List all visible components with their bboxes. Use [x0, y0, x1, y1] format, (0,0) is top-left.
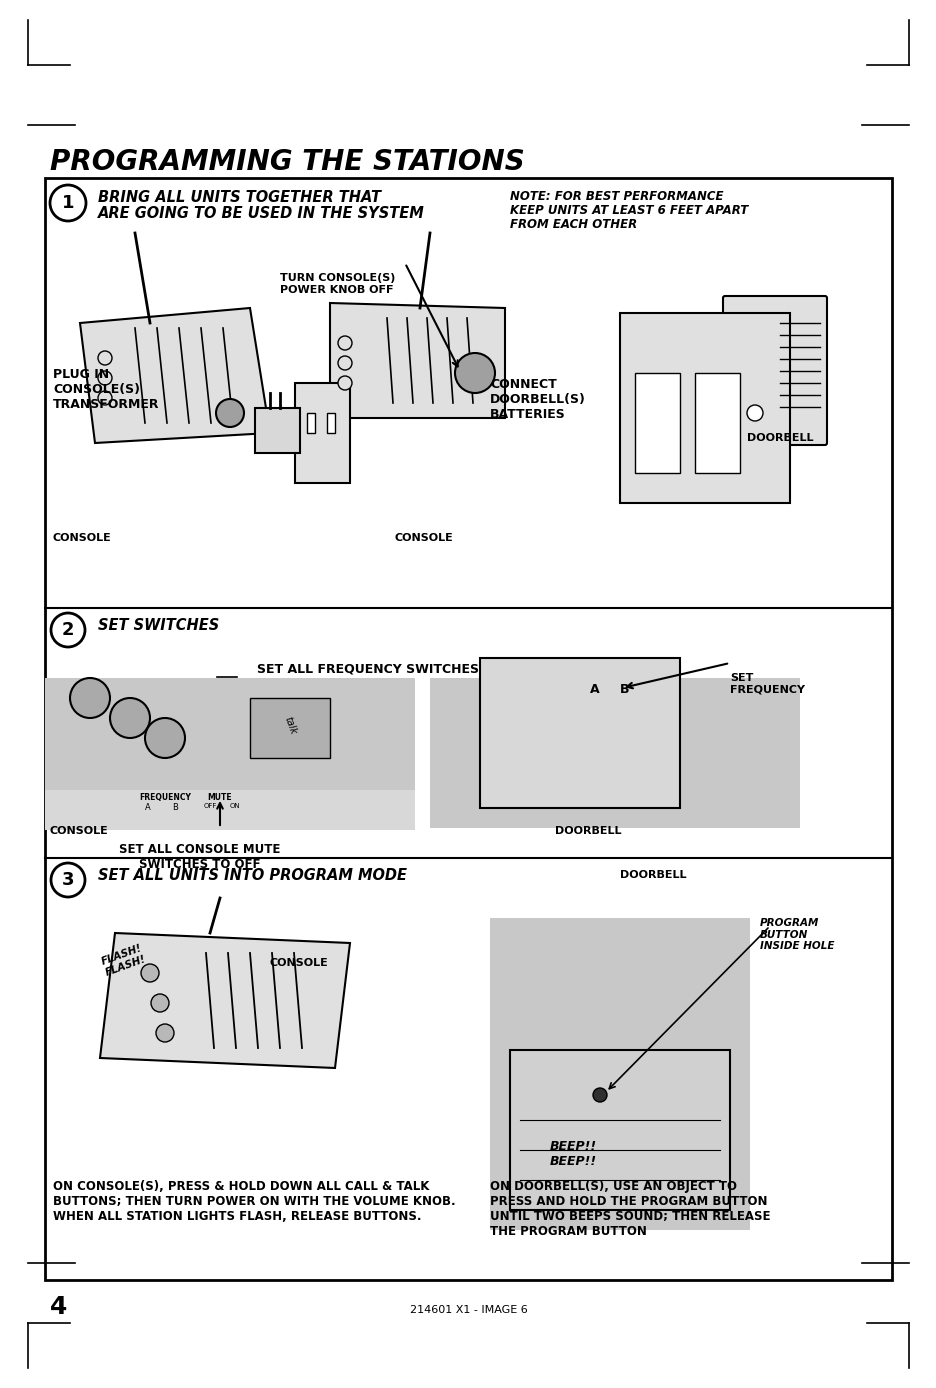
Bar — [620, 314, 789, 502]
Text: A: A — [590, 683, 599, 695]
Text: B: B — [172, 804, 178, 812]
Text: NOTE: FOR BEST PERFORMANCE: NOTE: FOR BEST PERFORMANCE — [509, 190, 723, 203]
Text: DOORBELL: DOORBELL — [746, 433, 812, 443]
Text: SET ALL UNITS INTO PROGRAM MODE: SET ALL UNITS INTO PROGRAM MODE — [98, 868, 406, 883]
Circle shape — [746, 405, 762, 421]
Circle shape — [338, 336, 352, 350]
Polygon shape — [100, 933, 350, 1067]
Text: FREQUENCY: FREQUENCY — [139, 793, 191, 802]
Text: CONSOLE: CONSOLE — [50, 826, 109, 836]
Text: SET ALL FREQUENCY SWITCHES THE SAME (A OR B): SET ALL FREQUENCY SWITCHES THE SAME (A O… — [257, 663, 619, 676]
Text: PROGRAMMING THE STATIONS: PROGRAMMING THE STATIONS — [50, 149, 524, 176]
Circle shape — [145, 718, 184, 758]
Circle shape — [151, 994, 168, 1012]
Bar — [45, 790, 415, 830]
Text: TURN CONSOLE(S)
POWER KNOB OFF: TURN CONSOLE(S) POWER KNOB OFF — [280, 273, 395, 294]
Polygon shape — [329, 303, 505, 418]
Text: 214601 X1 - IMAGE 6: 214601 X1 - IMAGE 6 — [409, 1305, 527, 1314]
Bar — [430, 677, 799, 829]
Circle shape — [155, 1024, 174, 1042]
Circle shape — [592, 1088, 607, 1102]
Circle shape — [51, 613, 85, 647]
Text: ON: ON — [229, 804, 240, 809]
Text: MUTE: MUTE — [208, 793, 232, 802]
Bar — [45, 178, 891, 1280]
Text: ON DOORBELL(S), USE AN OBJECT TO
PRESS AND HOLD THE PROGRAM BUTTON
UNTIL TWO BEE: ON DOORBELL(S), USE AN OBJECT TO PRESS A… — [490, 1180, 769, 1238]
Text: PROGRAM
BUTTON
INSIDE HOLE: PROGRAM BUTTON INSIDE HOLE — [759, 917, 834, 951]
Bar — [490, 917, 749, 1230]
Text: CONSOLE: CONSOLE — [270, 958, 329, 967]
Bar — [479, 658, 680, 808]
Text: 2: 2 — [62, 620, 74, 638]
Text: PLUG IN
CONSOLE(S)
TRANSFORMER: PLUG IN CONSOLE(S) TRANSFORMER — [53, 368, 159, 411]
Text: CONNECT
DOORBELL(S)
BATTERIES: CONNECT DOORBELL(S) BATTERIES — [490, 378, 585, 421]
Text: 4: 4 — [50, 1295, 67, 1319]
Circle shape — [51, 863, 85, 897]
Text: A: A — [145, 804, 151, 812]
Circle shape — [70, 677, 110, 718]
Text: 3: 3 — [62, 872, 74, 888]
Circle shape — [98, 371, 112, 384]
FancyBboxPatch shape — [723, 296, 826, 446]
Circle shape — [338, 376, 352, 390]
Bar — [295, 383, 350, 483]
Text: DOORBELL: DOORBELL — [554, 826, 621, 836]
Circle shape — [140, 965, 159, 981]
Text: CONSOLE: CONSOLE — [395, 533, 453, 543]
Text: SET
FREQUENCY: SET FREQUENCY — [729, 673, 804, 694]
Text: B: B — [620, 683, 629, 695]
Text: FROM EACH OTHER: FROM EACH OTHER — [509, 218, 636, 230]
Bar — [255, 408, 300, 452]
Bar — [635, 373, 680, 473]
Text: DOORBELL: DOORBELL — [620, 870, 686, 880]
Text: CONSOLE: CONSOLE — [53, 533, 111, 543]
Bar — [695, 373, 739, 473]
Bar — [327, 414, 335, 433]
Circle shape — [216, 398, 243, 428]
Text: ON CONSOLE(S), PRESS & HOLD DOWN ALL CALL & TALK
BUTTONS; THEN TURN POWER ON WIT: ON CONSOLE(S), PRESS & HOLD DOWN ALL CAL… — [53, 1180, 455, 1223]
Circle shape — [50, 185, 86, 221]
Text: SET SWITCHES: SET SWITCHES — [98, 618, 219, 633]
Bar — [307, 414, 314, 433]
Text: BEEP!!
BEEP!!: BEEP!! BEEP!! — [549, 1140, 596, 1167]
Text: 1: 1 — [62, 194, 74, 212]
Text: talk: talk — [282, 716, 298, 736]
Bar — [250, 698, 329, 758]
Text: ARE GOING TO BE USED IN THE SYSTEM: ARE GOING TO BE USED IN THE SYSTEM — [98, 205, 424, 221]
Text: FLASH!
FLASH!: FLASH! FLASH! — [100, 942, 147, 979]
Text: BRING ALL UNITS TOGETHER THAT: BRING ALL UNITS TOGETHER THAT — [98, 190, 381, 205]
Text: OFF: OFF — [203, 804, 216, 809]
Text: KEEP UNITS AT LEAST 6 FEET APART: KEEP UNITS AT LEAST 6 FEET APART — [509, 204, 748, 217]
Circle shape — [98, 351, 112, 365]
Circle shape — [110, 698, 150, 738]
Circle shape — [338, 355, 352, 371]
Text: SET ALL CONSOLE MUTE
SWITCHES TO OFF: SET ALL CONSOLE MUTE SWITCHES TO OFF — [119, 843, 281, 872]
Bar — [45, 677, 415, 829]
Circle shape — [455, 353, 494, 393]
Polygon shape — [80, 308, 270, 443]
Bar — [509, 1049, 729, 1210]
Circle shape — [98, 391, 112, 405]
